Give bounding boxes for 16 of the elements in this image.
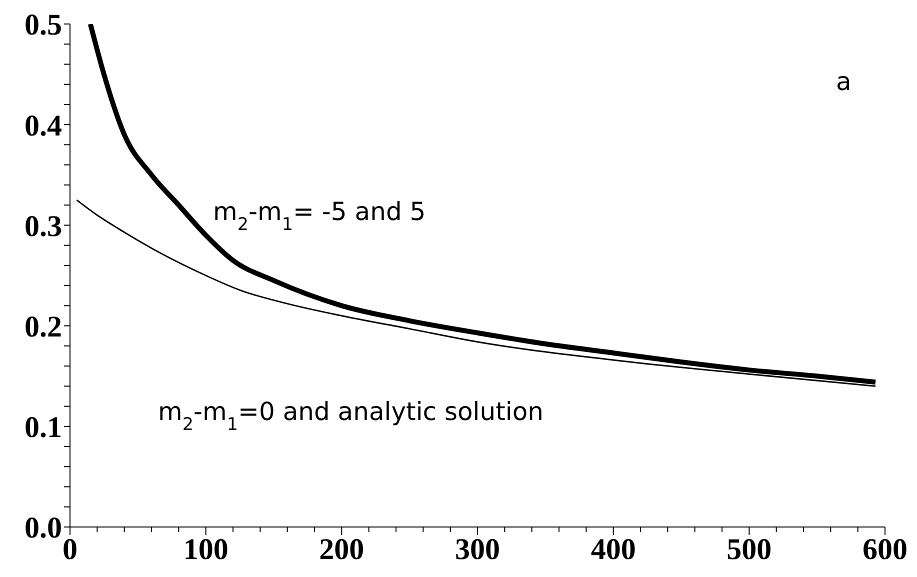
annotation: a — [836, 67, 852, 96]
y-tick-label: 0.2 — [24, 310, 62, 344]
x-tick-label: 600 — [862, 533, 908, 566]
x-tick-label: 500 — [726, 533, 772, 566]
annotation: m$_{2}$-m$_{1}$=0 and analytic solution — [158, 397, 544, 435]
x-tick-label: 200 — [319, 533, 364, 566]
y-tick-label: 0.5 — [24, 8, 62, 42]
x-tick-label: 0 — [62, 533, 78, 566]
y-tick-label: 0.0 — [24, 512, 62, 545]
y-tick-label: 0.3 — [24, 210, 62, 243]
x-tick-label: 100 — [183, 533, 228, 566]
annotation: m$_{2}$-m$_{1}$= -5 and 5 — [213, 197, 426, 235]
y-tick-label: 0.1 — [24, 411, 62, 444]
x-tick-label: 400 — [590, 533, 636, 566]
x-tick-label: 300 — [455, 533, 500, 566]
y-tick-label: 0.4 — [24, 109, 62, 142]
